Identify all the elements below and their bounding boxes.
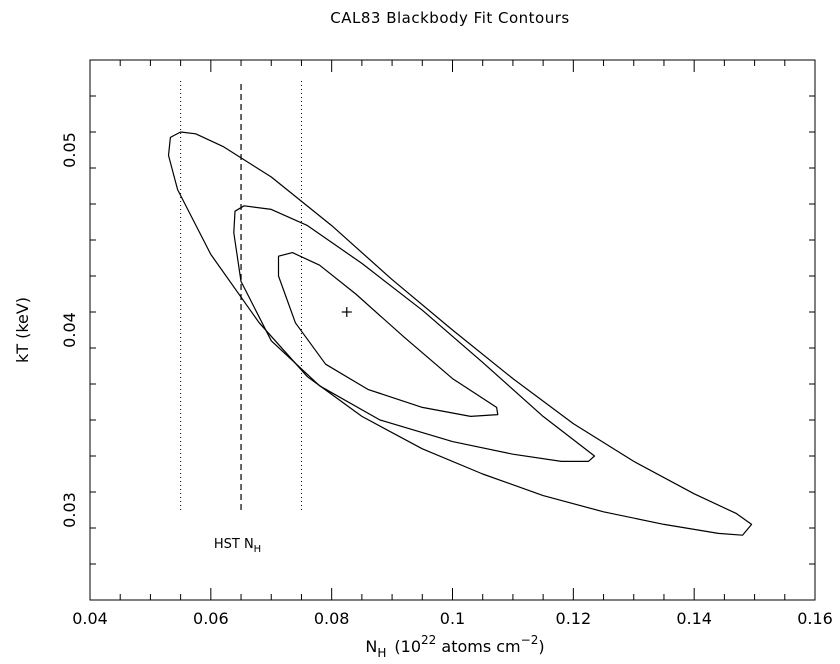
annotation-subscript: H: [254, 544, 262, 555]
axis-ticks: [89, 59, 816, 601]
hst-nh-annotation: HST NH: [214, 537, 261, 555]
contour-middle: [233, 205, 596, 462]
y-tick-label: 0.05: [60, 132, 79, 168]
x-label-exponent: 22: [421, 633, 436, 647]
chart-title: CAL83 Blackbody Fit Contours: [330, 9, 569, 27]
x-tick-label: 0.08: [314, 609, 350, 628]
annotation-text: HST N: [214, 537, 254, 552]
x-label-paren-close: ): [538, 637, 544, 656]
y-tick-labels: 0.03 0.04 0.05: [60, 132, 79, 528]
x-tick-labels: 0.04 0.06 0.08 0.1 0.12 0.14 0.16: [72, 609, 833, 628]
y-tick-label: 0.04: [60, 312, 79, 348]
contour-inner: [277, 252, 499, 417]
y-tick-label: 0.03: [60, 492, 79, 528]
y-axis-label: kT (keV): [13, 297, 32, 363]
contour-outer: [167, 131, 753, 536]
x-label-exponent-2: −2: [521, 633, 539, 647]
x-label-paren-open: (10: [394, 637, 421, 656]
x-tick-label: 0.12: [556, 609, 592, 628]
x-tick-label: 0.14: [676, 609, 712, 628]
x-label-base: N: [365, 637, 377, 656]
x-tick-label: 0.06: [193, 609, 229, 628]
contour-lines: [167, 131, 753, 536]
x-label-units: atoms cm: [436, 637, 520, 656]
x-axis-label: NH (1022 atoms cm−2): [365, 633, 544, 660]
best-fit-marker: [341, 307, 352, 317]
reference-lines: [180, 78, 302, 510]
x-label-base-subscript: H: [377, 646, 386, 660]
x-tick-label: 0.04: [72, 609, 108, 628]
x-tick-label: 0.16: [797, 609, 833, 628]
x-tick-label: 0.1: [440, 609, 465, 628]
